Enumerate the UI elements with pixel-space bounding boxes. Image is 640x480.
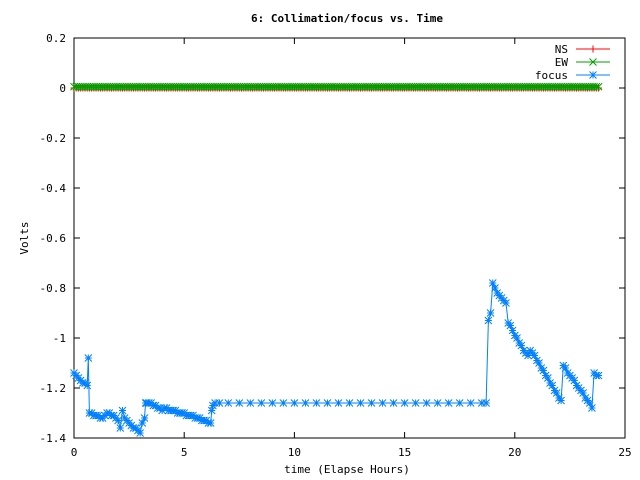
data-point-focus [444,399,453,407]
y-tick-label: -0.6 [40,232,67,245]
data-point-focus [389,399,398,407]
series-line-focus [73,282,599,435]
data-point-focus [290,399,299,407]
data-point-focus [268,399,277,407]
axis-ticks: 0.2 0 -0.2 -0.4 -0.6 -0.8 -1 -1.2 -1.4 0 5 10 15 20 25 [40,32,632,459]
x-tick-label: 10 [288,446,301,459]
y-tick-label: -0.4 [40,182,67,195]
y-tick-label: -1 [53,332,66,345]
data-point-focus [301,399,310,407]
legend-marker [589,45,597,53]
series-layer [70,82,603,437]
data-point-focus [367,399,376,407]
data-point-focus [502,299,510,307]
data-point-focus [588,404,596,412]
data-point-focus [224,399,233,407]
legend-label: focus [535,69,568,82]
y-tick-label: 0.2 [46,32,66,45]
y-tick-label: 0 [59,82,66,95]
x-tick-label: 0 [71,446,78,459]
chart-title: 6: Collimation/focus vs. Time [251,12,443,25]
data-point-focus [235,399,244,407]
data-point-focus [433,399,442,407]
data-point-focus [345,399,354,407]
data-point-focus [207,406,216,415]
y-tick-label: -0.8 [40,282,67,295]
data-point-focus [334,399,343,407]
data-point-focus [422,399,431,407]
data-point-focus [116,424,125,432]
data-point-focus [140,414,149,422]
data-point-focus [136,429,144,437]
data-point-focus [557,396,565,405]
data-point-focus [312,399,321,407]
legend-marker [589,58,597,66]
data-point-focus [484,316,493,325]
y-tick-label: -1.2 [40,382,67,395]
data-point-focus [466,399,475,407]
legend-marker [589,71,597,79]
data-point-focus [257,399,266,407]
data-point-focus [83,381,92,390]
data-point-focus [455,399,464,407]
y-tick-label: -1.4 [40,432,67,445]
data-point-focus [411,399,420,407]
data-point-focus [215,399,224,407]
data-point-focus [118,406,127,415]
data-point-focus [114,416,122,425]
x-tick-label: 15 [398,446,411,459]
data-point-focus [356,399,365,407]
series-ew [70,82,603,91]
data-point-ew [592,82,601,91]
x-tick-label: 25 [618,446,631,459]
data-point-focus [279,399,288,407]
legend-label: EW [555,56,569,69]
plot-frame [73,37,626,439]
data-point-ew [594,82,603,91]
x-tick-label: 5 [181,446,188,459]
data-point-focus [206,419,215,427]
data-point-focus [84,354,93,362]
data-point-focus [378,399,387,407]
data-point-focus [594,371,603,380]
data-point-ns [595,84,603,92]
data-point-focus [246,399,255,407]
y-axis-label: Volts [18,221,31,254]
data-point-focus [400,399,409,407]
x-axis-label: time (Elapse Hours) [284,463,410,476]
data-point-focus [323,399,332,407]
x-tick-label: 20 [508,446,521,459]
data-point-focus [482,399,491,407]
legend-label: NS [555,43,568,56]
y-tick-label: -0.2 [40,132,67,145]
data-point-focus [486,309,495,317]
series-focus [70,279,603,437]
